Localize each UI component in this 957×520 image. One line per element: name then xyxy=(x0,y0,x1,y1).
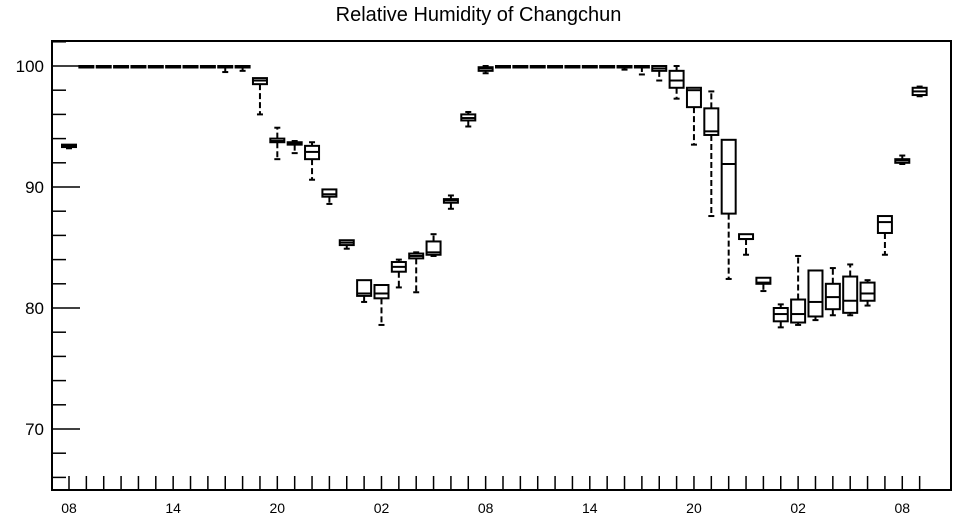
box-mark xyxy=(581,65,598,69)
box-mark xyxy=(894,154,911,166)
box-mark xyxy=(165,65,182,69)
box-mark xyxy=(390,258,407,289)
box-mark xyxy=(512,65,529,69)
box-mark xyxy=(842,263,859,317)
box-mark xyxy=(790,254,807,326)
box-body xyxy=(703,107,720,136)
x-tick-label: 02 xyxy=(790,500,806,516)
box-mark xyxy=(599,65,616,69)
y-tick-label: 70 xyxy=(25,420,44,439)
y-tick-label: 90 xyxy=(25,178,44,197)
box-mark xyxy=(703,90,720,218)
box-mark xyxy=(911,85,928,98)
box-body xyxy=(668,69,685,89)
y-tick-label: 100 xyxy=(16,57,44,76)
box-body xyxy=(321,188,338,198)
box-mark xyxy=(234,65,251,72)
box-mark xyxy=(755,276,772,293)
box-body xyxy=(876,215,893,234)
box-mark xyxy=(495,65,511,69)
box-mark xyxy=(286,140,303,155)
box-body xyxy=(356,279,373,297)
y-tick-label: 80 xyxy=(25,299,44,318)
box-mark xyxy=(269,126,286,161)
box-body xyxy=(373,284,390,300)
box-mark xyxy=(356,279,373,303)
box-mark xyxy=(373,284,390,326)
box-mark xyxy=(633,65,650,76)
box-mark xyxy=(61,143,77,150)
box-mark xyxy=(668,65,685,100)
box-mark xyxy=(772,303,789,329)
box-mark xyxy=(824,267,841,317)
box-mark xyxy=(217,65,234,74)
x-tick-label: 02 xyxy=(374,500,390,516)
box-mark xyxy=(859,279,876,307)
box-mark xyxy=(408,251,425,294)
box-mark xyxy=(685,86,702,146)
box-mark xyxy=(425,233,442,257)
box-mark xyxy=(529,65,546,69)
box-mark xyxy=(616,65,633,71)
box-body xyxy=(685,86,702,109)
chart-title: Relative Humidity of Changchun xyxy=(335,4,622,26)
box-mark xyxy=(738,233,755,256)
box-body xyxy=(859,281,876,302)
x-tick-label: 20 xyxy=(686,500,702,516)
box-body xyxy=(807,269,824,318)
box-mark xyxy=(564,65,581,69)
box-mark xyxy=(199,65,216,69)
box-mark xyxy=(442,194,459,210)
box-mark xyxy=(547,65,564,69)
box-mark xyxy=(876,215,893,256)
box-mark xyxy=(182,65,199,69)
box-mark xyxy=(338,239,355,250)
box-mark xyxy=(304,141,321,181)
plot-frame xyxy=(51,40,952,491)
box-mark xyxy=(321,188,338,205)
box-body xyxy=(842,275,859,314)
y-axis: 70 80 90 100 xyxy=(16,41,80,479)
box-mark xyxy=(460,110,477,128)
box-series xyxy=(61,65,928,329)
box-mark xyxy=(147,65,164,69)
x-tick-label: 08 xyxy=(61,500,77,516)
x-tick-label: 14 xyxy=(582,500,598,516)
box-body xyxy=(425,240,442,256)
box-mark xyxy=(130,65,147,69)
x-tick-label: 14 xyxy=(165,500,181,516)
box-mark xyxy=(720,138,737,280)
box-body xyxy=(790,298,807,324)
x-tick-label: 08 xyxy=(894,500,910,516)
box-body xyxy=(720,138,737,215)
box-mark xyxy=(807,269,824,322)
x-axis: 08 14 20 02 08 14 20 02 08 xyxy=(61,476,921,516)
box-mark xyxy=(477,65,494,75)
box-mark xyxy=(95,65,112,69)
x-tick-label: 20 xyxy=(270,500,286,516)
box-mark xyxy=(251,77,268,116)
box-mark xyxy=(651,65,668,82)
box-mark xyxy=(78,65,95,69)
box-mark xyxy=(113,65,130,69)
x-tick-label: 08 xyxy=(478,500,494,516)
box-body xyxy=(755,276,772,285)
